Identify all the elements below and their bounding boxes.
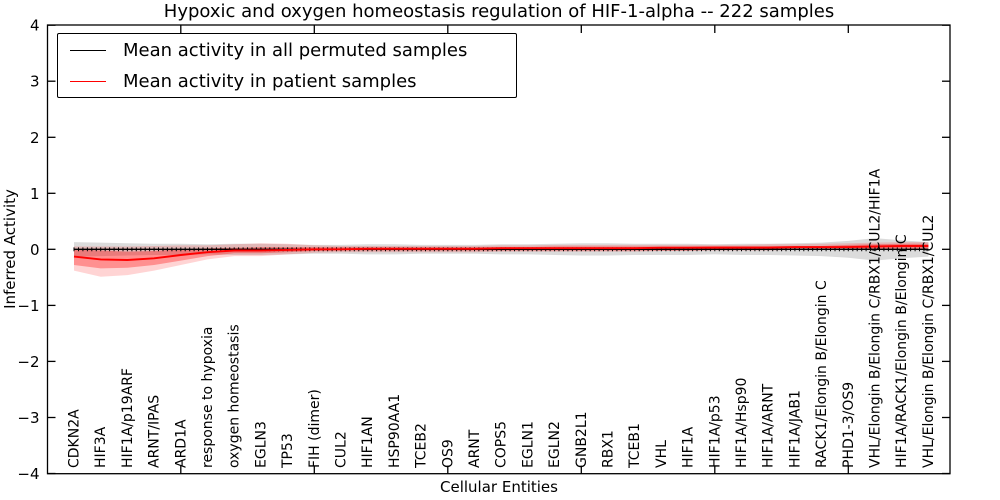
x-category-label: EGLN1	[520, 421, 536, 468]
x-category-label: HIF1A/RACK1/Elongin B/Elongin C	[894, 234, 910, 468]
y-tick-label: 0	[30, 241, 40, 259]
x-category-label: TP53	[280, 433, 296, 469]
x-category-label: HIF1A/Hsp90	[734, 378, 750, 468]
x-category-label: ARD1A	[173, 419, 189, 468]
x-category-label: VHL/Elongin B/Elongin C/RBX1/CUL2/HIF1A	[868, 168, 884, 468]
x-category-label: VHL/Elongin B/Elongin C/RBX1/CUL2	[921, 215, 937, 468]
y-tick-label: 3	[30, 73, 40, 91]
x-category-label: RBX1	[601, 430, 617, 468]
patient-mean-line	[73, 245, 929, 261]
x-category-label: HSP90AA1	[387, 394, 403, 468]
x-category-label: HIF1A/JAB1	[787, 390, 803, 468]
y-tick-label: 1	[30, 185, 40, 203]
x-category-label: PHD1-3/OS9	[841, 382, 857, 468]
chart-title: Hypoxic and oxygen homeostasis regulatio…	[163, 1, 835, 22]
legend-line-patient-icon	[70, 80, 106, 82]
y-tick-label: 2	[30, 129, 40, 147]
x-category-label: ARNT/IPAS	[147, 395, 163, 468]
x-category-label: HIF1A/p53	[707, 395, 723, 468]
x-category-label: HIF1A/p19ARF	[120, 368, 136, 468]
x-category-label: OS9	[440, 439, 456, 468]
x-category-label: CDKN2A	[67, 409, 83, 468]
x-category-label: HIF3A	[93, 426, 109, 468]
legend-line-permuted-icon	[70, 49, 106, 51]
x-category-label: HIF1A	[681, 426, 697, 468]
x-category-label: oxygen homeostasis	[227, 324, 243, 468]
y-axis-label: Inferred Activity	[1, 189, 19, 309]
x-category-label: HIF1A/ARNT	[761, 383, 777, 468]
y-tick-label: −4	[17, 465, 39, 483]
x-category-label: response to hypoxia	[200, 327, 216, 468]
x-category-label: COPS5	[494, 421, 510, 468]
x-category-label: HIF1AN	[360, 416, 376, 468]
y-tick-label: −3	[17, 409, 39, 427]
x-category-label: RACK1/Elongin B/Elongin C	[814, 280, 830, 468]
y-tick-label: 4	[30, 17, 40, 35]
x-category-label: TCEB1	[627, 423, 643, 469]
x-axis-label: Cellular Entities	[440, 478, 558, 496]
legend-item-patient: Mean activity in patient samples	[58, 68, 516, 95]
x-category-label: GNB2L1	[574, 411, 590, 468]
legend-label-patient: Mean activity in patient samples	[123, 70, 417, 92]
y-tick-label: −2	[17, 353, 39, 371]
x-category-label: EGLN3	[253, 421, 269, 468]
legend-item-permuted: Mean activity in all permuted samples	[58, 37, 516, 64]
x-category-label: EGLN2	[547, 421, 563, 468]
legend: Mean activity in all permuted samples Me…	[57, 33, 517, 98]
y-tick-label: −1	[17, 297, 39, 315]
legend-label-permuted: Mean activity in all permuted samples	[123, 39, 468, 61]
x-category-label: VHL	[654, 440, 670, 468]
x-category-label: ARNT	[467, 429, 483, 468]
x-category-label: TCEB2	[414, 423, 430, 469]
x-category-label: CUL2	[334, 431, 350, 468]
x-category-label: FIH (dimer)	[307, 389, 323, 468]
